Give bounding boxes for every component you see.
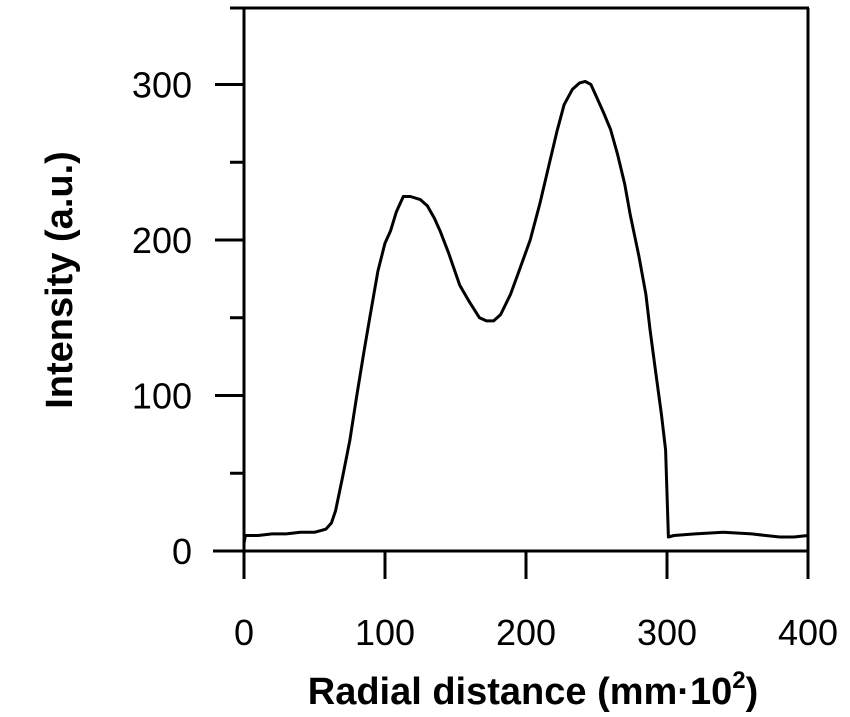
x-tick-label: 400: [778, 612, 838, 653]
x-tick-label: 200: [496, 612, 556, 653]
x-axis-ticks: [242, 551, 810, 579]
intensity-line: [242, 79, 809, 544]
x-axis-label: Radial distance (mm·102): [308, 667, 759, 713]
plot-frame: [213, 6, 810, 578]
y-axis-label: Intensity (a.u.): [39, 151, 81, 409]
y-axis-ticks: [215, 83, 244, 553]
x-axis-tick-labels: 0 100 200 300 400: [234, 612, 838, 653]
y-tick-label: 0: [172, 531, 192, 572]
y-axis-tick-labels: 0 100 200 300: [132, 65, 192, 573]
x-tick-label: 300: [637, 612, 697, 653]
y-tick-label: 200: [132, 220, 192, 261]
y-tick-label: 100: [132, 376, 192, 417]
y-tick-label: 300: [132, 65, 192, 106]
x-tick-label: 100: [355, 612, 415, 653]
x-tick-label: 0: [234, 612, 254, 653]
